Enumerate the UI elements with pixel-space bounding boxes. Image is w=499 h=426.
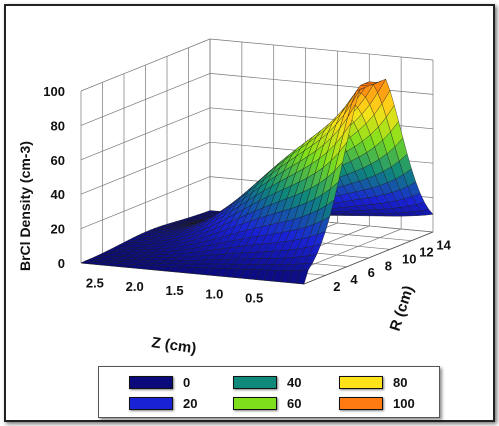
legend-swatch — [339, 376, 383, 389]
value-tick-label: 0 — [58, 256, 65, 271]
r-tick-label: 4 — [350, 272, 358, 287]
legend-item: 20 — [129, 396, 197, 411]
r-tick-label: 2 — [333, 279, 340, 294]
z-value-axis-title: BrCl Density (cm-3) — [17, 141, 33, 271]
legend-label: 0 — [183, 375, 191, 390]
legend-swatch — [339, 397, 383, 410]
r-tick-label: 6 — [368, 265, 375, 280]
z-axis-title: Z (cm) — [150, 334, 197, 357]
grid-line — [209, 73, 434, 95]
value-tick-label: 100 — [43, 84, 65, 99]
legend-label: 20 — [183, 396, 198, 411]
legend-swatch — [129, 397, 173, 410]
axis-grid — [80, 38, 434, 285]
legend-label: 60 — [287, 396, 302, 411]
r-tick-label: 10 — [402, 251, 416, 266]
axis-line — [303, 231, 434, 285]
legend-label: 80 — [393, 375, 408, 390]
tick-labels: 0 20 40 60 80 100 2.5 2.0 1.5 1.0 0.5 2 4 6 8 10 12 14 — [43, 84, 451, 305]
legend-label: 40 — [287, 375, 302, 390]
value-tick-label: 80 — [51, 118, 65, 133]
r-axis-title: R (cm) — [387, 284, 418, 334]
r-tick-label: 8 — [385, 258, 392, 273]
legend-item: 80 — [339, 375, 407, 390]
density-surface — [80, 78, 434, 285]
legend-swatch — [129, 376, 173, 389]
surface-cell — [295, 269, 309, 285]
legend-item: 100 — [339, 396, 415, 411]
legend-item: 0 — [129, 375, 190, 390]
z-tick-label: 1.0 — [205, 287, 223, 302]
legend: 0 40 80 20 60 100 — [98, 366, 440, 418]
z-tick-label: 1.5 — [165, 283, 183, 298]
legend-item: 40 — [233, 375, 301, 390]
r-tick-label: 14 — [436, 237, 451, 252]
z-tick-label: 2.5 — [86, 275, 104, 290]
z-tick-label: 0.5 — [245, 290, 263, 305]
z-tick-label: 2.0 — [126, 279, 144, 294]
value-tick-label: 60 — [51, 153, 65, 168]
surface-plot: 0 20 40 60 80 100 2.5 2.0 1.5 1.0 0.5 2 4 6 8 10 12 14 Br… — [17, 38, 452, 357]
chart-frame: 0 20 40 60 80 100 2.5 2.0 1.5 1.0 0.5 2 4 6 8 10 12 14 Br… — [4, 4, 495, 422]
value-tick-label: 40 — [51, 187, 65, 202]
grid-line — [209, 38, 434, 61]
value-tick-label: 20 — [51, 222, 65, 237]
legend-swatch — [233, 397, 277, 410]
legend-swatch — [233, 376, 277, 389]
r-tick-label: 12 — [419, 244, 433, 259]
legend-label: 100 — [393, 396, 415, 411]
legend-item: 60 — [233, 396, 301, 411]
